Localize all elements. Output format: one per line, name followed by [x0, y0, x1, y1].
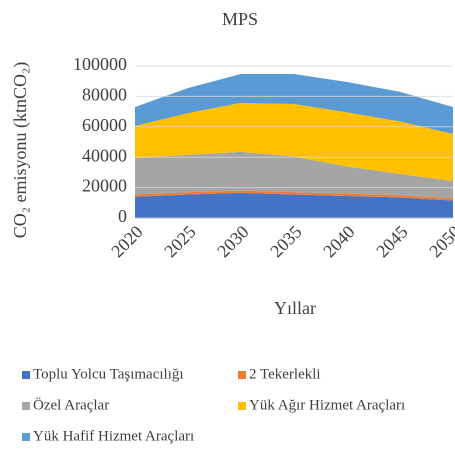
legend-swatch: [238, 371, 246, 379]
x-tick-label: 2050: [425, 222, 455, 262]
y-tick-label: 40000: [82, 145, 127, 165]
y-tick-label: 80000: [82, 85, 127, 105]
y-tick-label: 100000: [73, 54, 127, 74]
area: [135, 102, 453, 182]
legend-swatch: [22, 402, 30, 410]
area: [135, 190, 453, 201]
y-tick-label: 20000: [82, 176, 127, 196]
legend-label: Yük Ağır Hizmet Araçları: [249, 397, 405, 413]
x-tick-label: 2020: [107, 222, 147, 262]
y-tick-label: 60000: [82, 115, 127, 135]
legend-swatch: [238, 402, 246, 410]
y-tick-label: 0: [118, 206, 127, 226]
x-tick-label: 2030: [213, 222, 253, 262]
legend-swatch: [22, 371, 30, 379]
x-tick-label: 2035: [266, 222, 306, 262]
legend-label: 2 Tekerlekli: [249, 366, 321, 382]
legend-label: Yük Hafif Hizmet Araçları: [33, 428, 194, 444]
legend-label: Özel Araçlar: [33, 396, 109, 413]
x-tick-label: 2045: [372, 222, 412, 262]
legend-swatch: [22, 433, 30, 441]
x-axis-label: Yıllar: [274, 298, 316, 318]
x-tick-label: 2040: [319, 222, 359, 262]
chart-title: MPS: [222, 9, 258, 29]
x-tick-label: 2025: [160, 222, 200, 262]
legend-label: Toplu Yolcu Taşımacılığı: [33, 366, 184, 382]
y-axis-label: CO₂ emisyonu (ktnCO₂): [10, 62, 31, 239]
area: [135, 151, 453, 199]
area: [135, 192, 453, 218]
area: [135, 74, 453, 134]
